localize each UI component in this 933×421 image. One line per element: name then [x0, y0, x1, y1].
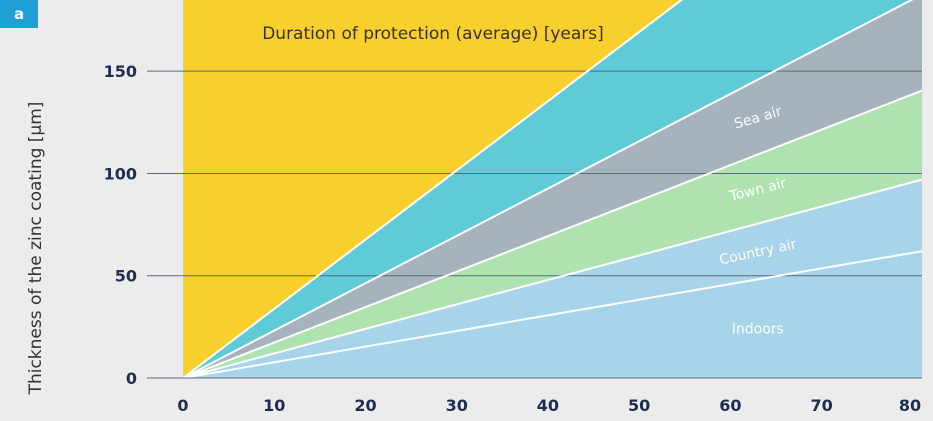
boundary-sea-air — [182, 0, 914, 378]
x-tick-label: 30 — [446, 396, 468, 415]
boundary-layer — [182, 0, 922, 378]
y-axis: 0 50 100 150 — [104, 62, 137, 388]
boundary-industrial-air — [182, 0, 684, 378]
y-tick-label: 50 — [115, 267, 137, 286]
x-tick-label: 0 — [177, 396, 188, 415]
grid-layer — [147, 70, 922, 277]
band-industrial-air — [183, 0, 922, 378]
x-tick-label: 40 — [537, 396, 559, 415]
x-tick-label: 80 — [899, 396, 921, 415]
band-town-air — [183, 0, 922, 378]
x-tick-label: 20 — [354, 396, 376, 415]
chart-title: Duration of protection (average) [years] — [262, 24, 604, 44]
x-tick-label: 60 — [719, 396, 741, 415]
x-axis: 0 10 20 30 40 50 60 70 80 — [147, 377, 922, 415]
y-axis-title: Thickness of the zinc coating [µm] — [26, 102, 46, 396]
x-tick-label: 50 — [628, 396, 650, 415]
x-tick-label: 10 — [263, 396, 285, 415]
y-tick-label: 0 — [126, 369, 137, 388]
panel-label: a — [0, 0, 38, 28]
boundary-indoors — [182, 250, 922, 378]
boundary-country-air — [182, 178, 922, 378]
y-tick-label: 100 — [104, 164, 137, 183]
series-label-indoors: Indoors — [732, 322, 784, 338]
x-tick-label: 70 — [811, 396, 833, 415]
boundary-town-air — [182, 89, 922, 378]
y-tick-label: 150 — [104, 62, 137, 81]
